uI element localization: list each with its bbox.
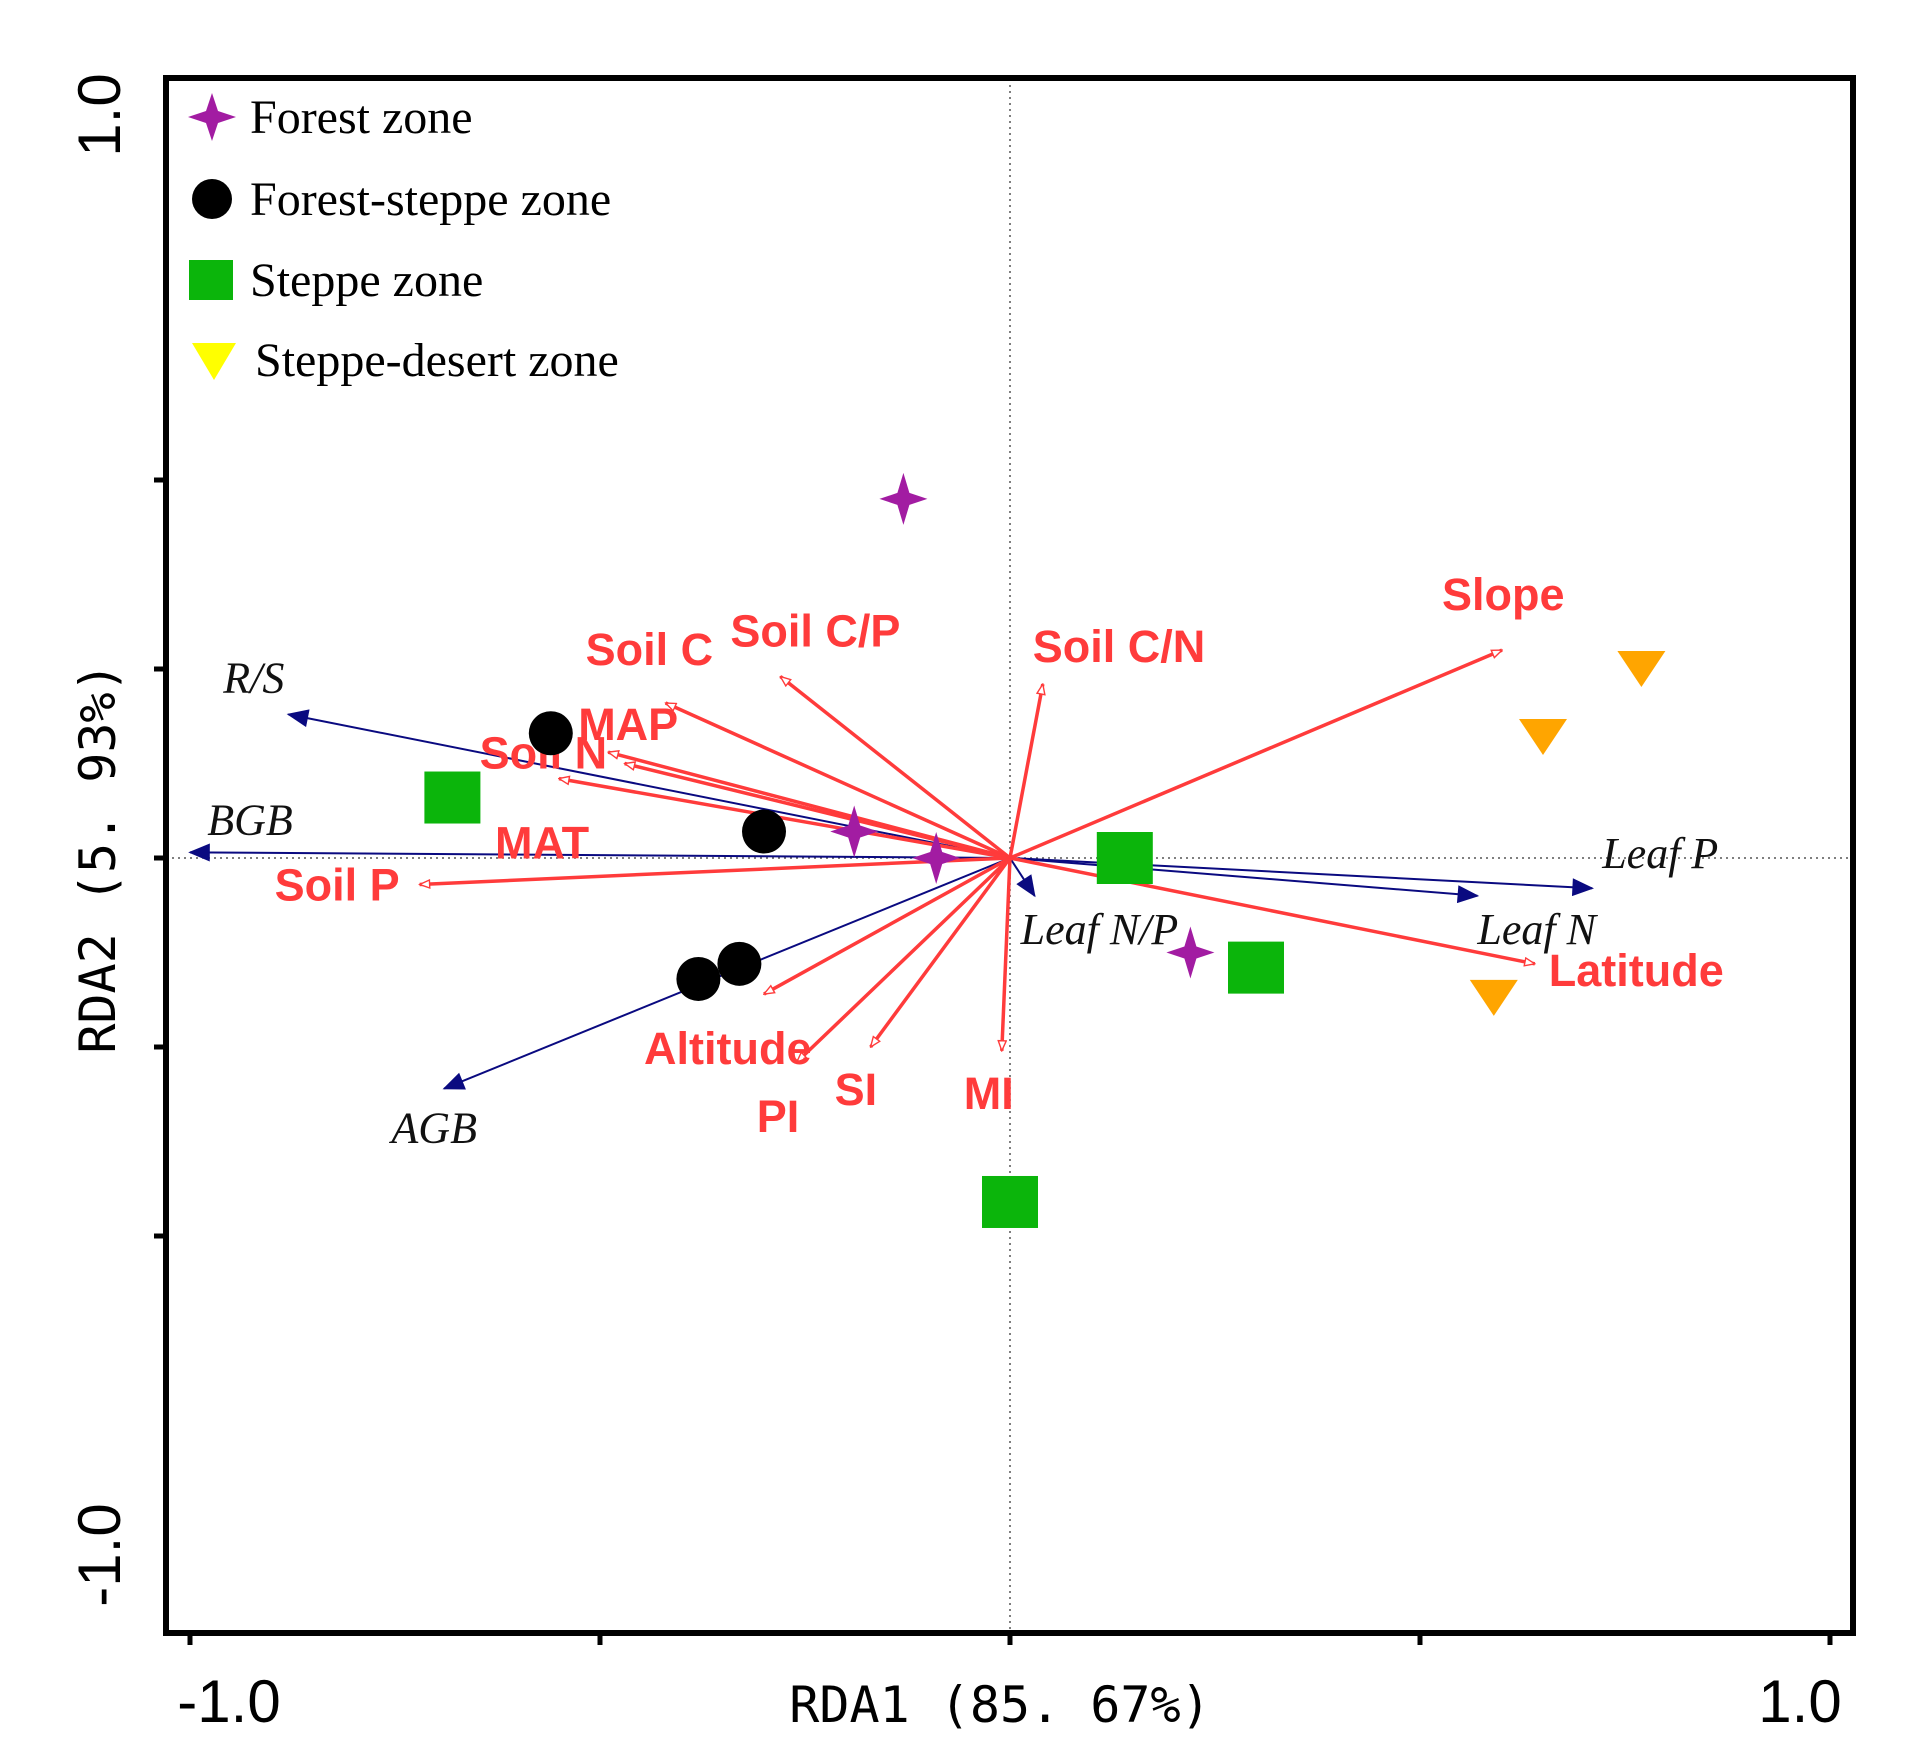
env-label-soil-c-n: Soil C/N xyxy=(1033,621,1206,672)
steppe-zone-point-2 xyxy=(1228,941,1284,994)
env-label-latitude: Latitude xyxy=(1549,945,1724,996)
env-label-altitude: Altitude xyxy=(644,1023,811,1074)
legend-triangle-marker xyxy=(192,343,236,380)
trait-label-r-s: R/S xyxy=(222,653,284,702)
x-tick-label-max: 1.0 xyxy=(1758,1668,1841,1735)
forest-zone-point-3 xyxy=(1166,926,1215,979)
forest-zone-point-1 xyxy=(830,805,879,858)
x-tick-label-min: -1.0 xyxy=(177,1668,280,1735)
env-label-mi: MI xyxy=(964,1068,1014,1119)
env-label-si: SI xyxy=(835,1064,878,1115)
legend-label-forest-steppe: Forest-steppe zone xyxy=(250,173,611,226)
legend-label-steppe-desert: Steppe-desert zone xyxy=(255,334,619,387)
env-vector-soil-c xyxy=(666,701,1011,860)
steppe-desert-zone-point-2 xyxy=(1469,979,1518,1016)
legend-square-marker xyxy=(189,260,233,300)
sample-point-layer xyxy=(424,472,1666,1228)
env-vector-pi xyxy=(797,856,1012,1062)
env-label-pi: PI xyxy=(757,1091,800,1142)
forest-zone-point-2 xyxy=(912,832,961,884)
forest-steppe-zone-point-2 xyxy=(717,941,762,986)
steppe-zone-point-3 xyxy=(982,1175,1038,1228)
trait-label-bgb: BGB xyxy=(207,795,293,844)
env-vector-soil-c-n xyxy=(1008,684,1043,859)
env-vector-soil-p xyxy=(420,856,1011,884)
env-vector-soil-n xyxy=(625,764,1011,860)
env-label-mat: MAT xyxy=(495,818,589,869)
env-label-soil-p: Soil P xyxy=(275,859,400,910)
legend-star-marker xyxy=(188,93,236,141)
steppe-zone-point-1 xyxy=(1096,832,1153,884)
trait-label-agb: AGB xyxy=(388,1104,477,1153)
trait-vector-bgb xyxy=(188,843,1011,862)
env-vector-altitude xyxy=(764,856,1011,996)
trait-vector-r-s xyxy=(286,709,1011,859)
env-vector-si xyxy=(869,856,1012,1047)
y-tick-label-min: -1.0 xyxy=(66,1503,133,1606)
forest-steppe-zone-point-0 xyxy=(528,711,573,756)
x-axis-title: RDA1 (85. 67%) xyxy=(789,1676,1210,1734)
env-label-slope: Slope xyxy=(1442,569,1565,620)
axis-ticks xyxy=(154,477,1833,1645)
forest-zone-point-0 xyxy=(879,472,928,525)
env-label-soil-c: Soil C xyxy=(586,624,714,675)
trait-label-leaf-n-p: Leaf N/P xyxy=(1020,905,1179,954)
legend-circle-marker xyxy=(192,179,232,219)
legend-label-steppe: Steppe zone xyxy=(250,254,483,307)
env-label-map: MAP xyxy=(578,699,678,750)
trait-vector-leaf-n xyxy=(1009,857,1480,904)
y-axis-title: RDA2 (5. 93%) xyxy=(69,662,127,1053)
env-vector-slope xyxy=(1009,648,1502,860)
trait-vector-leaf-n-p xyxy=(1009,857,1036,898)
env-vector-soil-c-p xyxy=(780,675,1012,860)
forest-steppe-zone-point-3 xyxy=(676,956,721,1001)
steppe-desert-zone-point-0 xyxy=(1617,651,1666,687)
forest-steppe-zone-point-1 xyxy=(742,809,786,854)
steppe-desert-zone-point-1 xyxy=(1519,719,1567,756)
legend-label-forest: Forest zone xyxy=(250,91,473,144)
steppe-zone-point-0 xyxy=(424,771,481,824)
env-vector-mi xyxy=(1002,857,1012,1051)
trait-label-leaf-n: Leaf N xyxy=(1476,905,1598,954)
y-tick-label-max: 1.0 xyxy=(66,73,133,156)
trait-label-leaf-p: Leaf P xyxy=(1601,829,1718,878)
legend: Forest zone Forest-steppe zone Steppe zo… xyxy=(188,91,619,387)
env-label-soil-c-p: Soil C/P xyxy=(730,606,900,657)
